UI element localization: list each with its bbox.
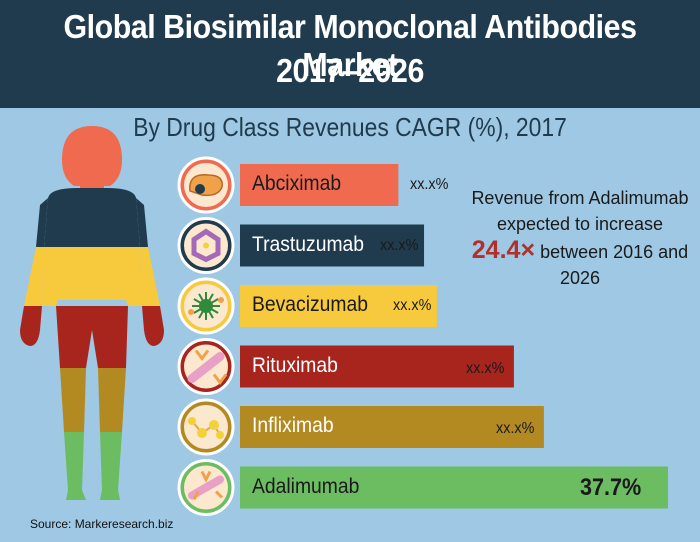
bevacizumab-molecule-icon — [177, 277, 235, 335]
infliximab-molecule-icon — [177, 398, 235, 456]
page-title: Global Biosimilar Monoclonal Antibodies … — [63, 8, 637, 83]
bar-label-adalimumab: Adalimumab — [252, 474, 360, 498]
bar-bevacizumab — [240, 285, 437, 327]
bar-adalimumab — [240, 466, 668, 509]
note-text-pre: Revenue from Adalimumab expected to incr… — [471, 188, 689, 234]
trastuzumab-molecule-icon — [177, 217, 235, 274]
bar-label-bevacizumab: Bevacizumab — [252, 293, 368, 316]
bar-trastuzumab — [240, 224, 425, 267]
header-banner — [0, 0, 700, 108]
note-highlight-multiplier: 24.4× — [471, 236, 536, 264]
bar-value-bevacizumab: xx.x% — [392, 297, 432, 314]
bar-label-abciximab: Abciximab — [252, 172, 342, 195]
bar-abciximab — [240, 164, 399, 206]
bar-infliximab — [240, 406, 544, 448]
adalimumab-revenue-note: Revenue from Adalimumab expected to incr… — [470, 185, 690, 291]
abciximab-molecule-icon — [177, 156, 235, 214]
bar-rituximab — [240, 345, 514, 388]
bar-value-abciximab: xx.x% — [410, 176, 449, 193]
bar-value-rituximab: xx.x% — [465, 359, 505, 377]
bar-value-adalimumab: 37.7% — [580, 473, 642, 501]
bar-label-rituximab: Rituximab — [252, 353, 338, 377]
adalimumab-molecule-icon — [177, 459, 235, 516]
rituximab-molecule-icon — [177, 338, 235, 395]
bar-value-infliximab: xx.x% — [495, 420, 535, 437]
source-credit: Source: Markeresearch.biz — [30, 517, 174, 531]
human-body-icon — [20, 126, 164, 500]
bar-value-trastuzumab: xx.x% — [380, 236, 419, 254]
note-text-post: between 2016 and 2026 — [540, 242, 689, 288]
bar-label-trastuzumab: Trastuzumab — [252, 232, 365, 256]
page-title-years: 2017–2026 — [276, 52, 424, 89]
bar-label-infliximab: Infliximab — [252, 414, 334, 437]
chart-subtitle: By Drug Class Revenues CAGR (%), 2017 — [133, 112, 567, 142]
